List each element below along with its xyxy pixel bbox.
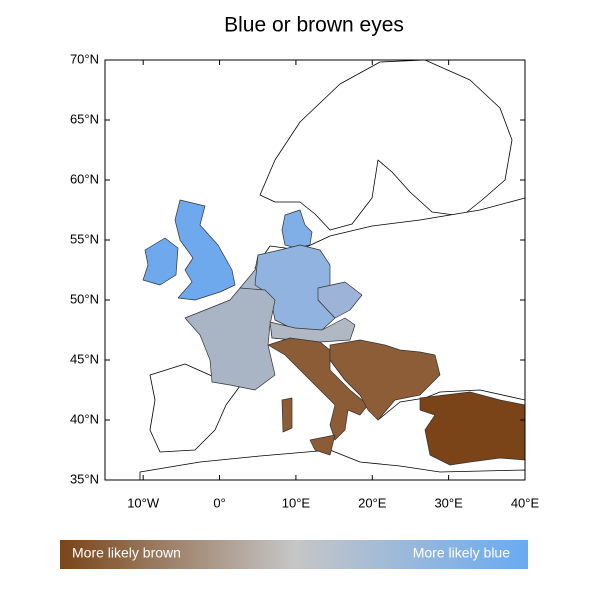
denmark	[281, 209, 313, 249]
czechia	[317, 281, 363, 319]
map-frame	[104, 59, 526, 481]
lon-tick-label: 30°E	[434, 495, 463, 510]
map-title: Blue or brown eyes	[224, 14, 404, 37]
lat-tick-label: 45°N	[70, 351, 99, 366]
north-africa	[139, 449, 525, 480]
lon-tick-label: 10°E	[282, 495, 311, 510]
lon-tick-label: 40°E	[511, 495, 540, 510]
lat-tick-label: 35°N	[70, 471, 99, 486]
legend-right-label: More likely blue	[413, 545, 510, 561]
map-area	[139, 60, 525, 480]
turkey	[419, 391, 525, 466]
legend-left-label: More likely brown	[72, 545, 181, 561]
alpine-countries	[269, 317, 356, 343]
sicily	[309, 434, 336, 456]
lat-tick-label: 40°N	[70, 411, 99, 426]
balkans	[329, 339, 441, 421]
spain	[149, 363, 241, 453]
lat-tick-label: 50°N	[70, 291, 99, 306]
lon-tick-label: 20°E	[358, 495, 387, 510]
italy	[267, 337, 369, 441]
sardinia	[281, 397, 293, 433]
scandinavia	[259, 60, 513, 231]
lon-tick-label: 10°W	[127, 495, 160, 510]
lat-tick-label: 65°N	[70, 111, 99, 126]
color-bar	[60, 540, 528, 569]
lat-tick-label: 60°N	[70, 171, 99, 186]
united-kingdom	[174, 199, 236, 301]
lat-tick-label: 55°N	[70, 231, 99, 246]
ireland	[142, 237, 179, 286]
france	[184, 287, 276, 391]
lat-tick-label: 70°N	[70, 51, 99, 66]
lon-tick-label: 0°	[213, 495, 225, 510]
